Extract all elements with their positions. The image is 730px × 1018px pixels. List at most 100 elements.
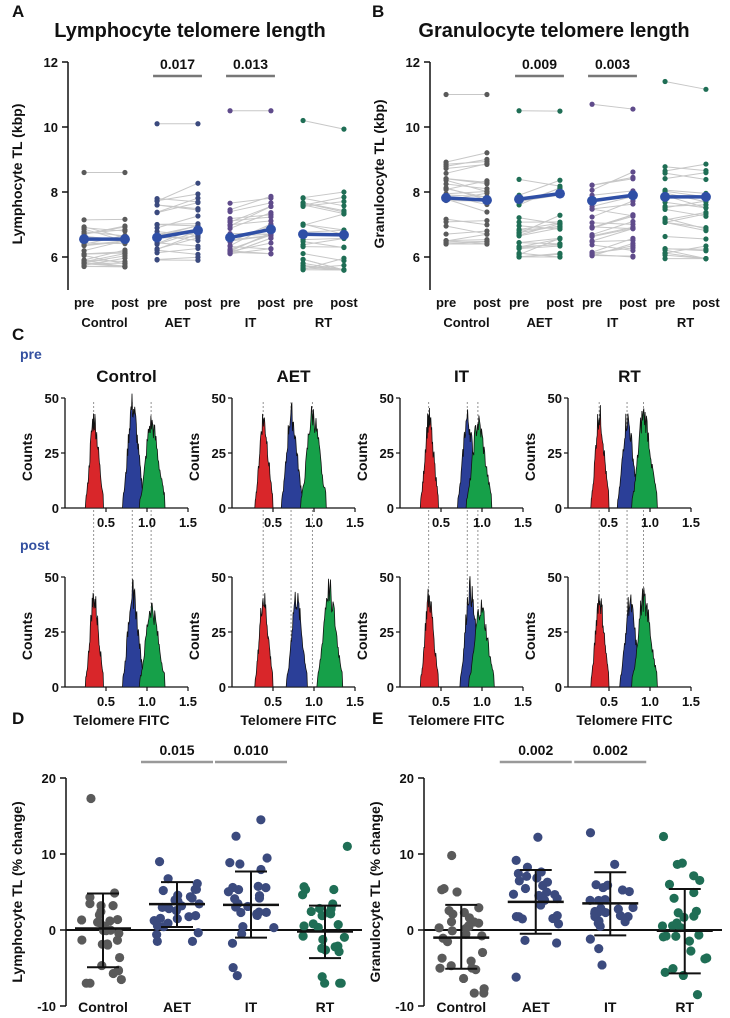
data-point: [477, 931, 487, 941]
hist-x-axis-label: Telomere FITC: [240, 712, 336, 728]
paired-line: [156, 197, 199, 213]
paired-line: [302, 204, 345, 215]
pre-point: [662, 78, 668, 85]
post-point: [703, 209, 709, 215]
data-point: [298, 890, 308, 900]
data-point: [628, 902, 638, 913]
post-point: [484, 222, 490, 228]
post-point: [268, 235, 274, 241]
sub-label-post: post: [473, 295, 501, 310]
sub-label-pre: pre: [74, 295, 94, 310]
hist-y-tick-label: 0: [219, 501, 226, 516]
data-point: [542, 887, 552, 897]
data-point: [256, 815, 266, 825]
paired-line: [518, 237, 561, 256]
hist-x-tick-label: 0.5: [600, 694, 618, 709]
hist-x-tick-label: 1.5: [346, 694, 364, 709]
paired-line: [664, 172, 707, 180]
data-point: [334, 947, 344, 957]
hist-x-tick-label: 0.5: [264, 515, 282, 530]
p-value-label: 0.002: [518, 742, 553, 758]
pre-point: [300, 222, 306, 228]
pre-point: [443, 223, 449, 229]
data-point: [447, 926, 457, 936]
mean-line: [303, 232, 344, 237]
data-point: [466, 956, 476, 966]
paired-line: [156, 182, 199, 202]
y-tick-label-e: 20: [400, 771, 414, 786]
pre-point: [81, 252, 87, 259]
mean-point-pre: [225, 232, 236, 243]
paired-line: [229, 212, 272, 229]
category-label: Control: [78, 999, 128, 1015]
data-point: [452, 887, 462, 897]
y-axis-label-a: Lymphocyte TL (kbp): [9, 104, 25, 245]
post-point: [195, 257, 201, 263]
mean-point-pre: [660, 191, 671, 202]
data-point: [610, 859, 620, 870]
paired-line: [518, 217, 561, 225]
post-point: [341, 255, 347, 261]
pre-point: [227, 222, 233, 228]
data-point: [262, 853, 272, 863]
category-label: AET: [522, 999, 550, 1015]
pre-point: [516, 176, 522, 182]
paired-line: [665, 189, 706, 194]
data-point: [660, 967, 670, 977]
paired-line: [664, 211, 707, 221]
data-point: [550, 889, 560, 900]
pre-point: [516, 250, 522, 256]
hist-x-tick-label: 1.0: [305, 694, 323, 709]
paired-line: [157, 224, 198, 227]
data-point: [520, 935, 530, 945]
hist-y-axis-label: Counts: [354, 433, 370, 481]
mean-line: [591, 193, 634, 203]
post-point: [341, 126, 347, 132]
category-label: RT: [675, 999, 694, 1015]
pre-point: [300, 195, 306, 201]
histogram-peak-green: [138, 415, 166, 509]
pre-point: [154, 198, 160, 204]
paired-line: [302, 258, 345, 271]
post-point: [703, 205, 709, 211]
pre-point: [300, 238, 306, 245]
pre-point: [227, 218, 233, 224]
data-point: [152, 921, 162, 931]
data-point: [692, 990, 703, 1000]
panel-letter-b: B: [372, 2, 384, 21]
data-point: [97, 960, 107, 971]
data-point: [191, 911, 201, 921]
data-point: [437, 953, 447, 963]
data-point: [658, 831, 669, 842]
data-point: [600, 894, 610, 905]
pre-point: [516, 227, 522, 233]
mean-point-post: [554, 188, 565, 199]
paired-line: [591, 200, 634, 218]
data-point: [77, 935, 87, 945]
data-point: [231, 831, 241, 841]
paired-line: [518, 227, 561, 237]
post-point: [703, 170, 709, 176]
histogram-peak-green: [468, 599, 495, 688]
data-point: [585, 934, 595, 944]
paired-line: [518, 178, 561, 187]
paired-line: [591, 228, 634, 242]
post-point: [630, 221, 636, 227]
paired-line: [302, 120, 345, 130]
hist-y-axis-label: Counts: [19, 612, 35, 660]
post-point: [557, 183, 563, 189]
paired-line: [446, 220, 487, 223]
hist-y-axis-label: Counts: [354, 612, 370, 660]
sub-label-post: post: [257, 295, 285, 310]
data-point: [591, 880, 601, 890]
paired-line: [157, 256, 198, 260]
post-point: [341, 208, 347, 214]
paired-line: [664, 163, 707, 172]
hist-x-axis-label: Telomere FITC: [73, 712, 169, 728]
hist-x-tick-label: 1.5: [682, 694, 700, 709]
hist-y-tick-label: 25: [45, 625, 59, 640]
y-tick-label-d: 10: [42, 847, 56, 862]
hist-x-tick-label: 1.0: [641, 694, 659, 709]
post-point: [557, 236, 563, 242]
hist-x-tick-label: 1.0: [641, 515, 659, 530]
